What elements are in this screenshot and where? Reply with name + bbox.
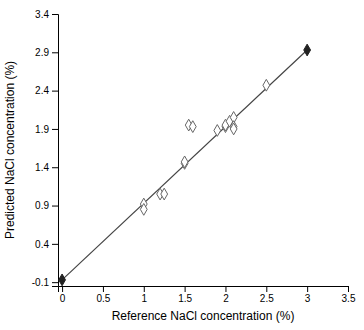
tick: 3 bbox=[305, 286, 311, 304]
tick-mark bbox=[52, 91, 58, 92]
y-axis-title: Predicted NaCl concentration (%) bbox=[3, 61, 17, 239]
y-axis: -0.1 0.4 0.9 1.4 1.9 2.4 2.9 3.4 bbox=[32, 9, 59, 288]
tick: 1.9 bbox=[35, 124, 58, 135]
chart-container: 0 0.5 1 1.5 2 2.5 3 3.5 -0.1 0.4 0.9 1.4 1.9 2.4 2.9 3.… bbox=[0, 0, 364, 330]
x-axis-title: Reference NaCl concentration (%) bbox=[112, 309, 295, 323]
tick-mark bbox=[62, 286, 63, 292]
tick: -0.1 bbox=[32, 277, 58, 288]
point bbox=[304, 44, 311, 56]
tick: 1.4 bbox=[35, 162, 58, 173]
point bbox=[161, 188, 168, 200]
tick-label: 2.9 bbox=[35, 47, 49, 58]
tick-label: 2.4 bbox=[35, 85, 49, 96]
tick-mark bbox=[52, 52, 58, 53]
tick: 2.4 bbox=[35, 85, 58, 96]
tick: 1.5 bbox=[178, 286, 192, 304]
point bbox=[140, 203, 147, 215]
tick: 2.9 bbox=[35, 47, 58, 58]
point bbox=[189, 121, 196, 133]
tick-mark bbox=[52, 14, 58, 15]
tick: 0.5 bbox=[96, 286, 110, 304]
x-axis: 0 0.5 1 1.5 2 2.5 3 3.5 bbox=[59, 286, 356, 304]
tick: 2 bbox=[223, 286, 229, 304]
tick-mark bbox=[52, 129, 58, 130]
regression-line bbox=[62, 50, 307, 280]
tick-mark bbox=[348, 286, 349, 292]
tick-label: 3.5 bbox=[342, 293, 356, 304]
tick: 0.9 bbox=[35, 200, 58, 211]
tick-mark bbox=[52, 282, 58, 283]
tick-label: 0.4 bbox=[35, 239, 49, 250]
tick-label: -0.1 bbox=[32, 277, 50, 288]
tick-label: 1.5 bbox=[178, 293, 192, 304]
open-points bbox=[140, 79, 269, 215]
tick-mark bbox=[103, 286, 104, 292]
tick-label: 2.5 bbox=[260, 293, 274, 304]
tick-mark bbox=[52, 206, 58, 207]
tick-label: 3.4 bbox=[35, 9, 49, 20]
tick-mark bbox=[185, 286, 186, 292]
tick-label: 1.4 bbox=[35, 162, 49, 173]
tick: 1 bbox=[141, 286, 147, 304]
tick: 2.5 bbox=[260, 286, 274, 304]
axis-line bbox=[59, 287, 349, 293]
point bbox=[230, 123, 237, 135]
tick: 0.4 bbox=[35, 239, 58, 250]
tick-mark bbox=[144, 286, 145, 292]
tick-mark bbox=[266, 286, 267, 292]
plot-area: 0 0.5 1 1.5 2 2.5 3 3.5 -0.1 0.4 0.9 1.4 1.9 2.4 2.9 3.… bbox=[32, 9, 356, 304]
tick: 0 bbox=[60, 286, 66, 304]
tick-label: 1 bbox=[141, 293, 147, 304]
tick: 3.5 bbox=[342, 286, 356, 304]
axis-line bbox=[52, 15, 59, 287]
point bbox=[59, 274, 66, 286]
point bbox=[214, 125, 221, 137]
tick-label: 0.5 bbox=[96, 293, 110, 304]
tick-mark bbox=[52, 244, 58, 245]
tick-label: 0.9 bbox=[35, 200, 49, 211]
tick-mark bbox=[52, 167, 58, 168]
tick-label: 1.9 bbox=[35, 124, 49, 135]
tick-label: 3 bbox=[305, 293, 311, 304]
tick-mark bbox=[225, 286, 226, 292]
tick: 3.4 bbox=[35, 9, 58, 20]
marks bbox=[59, 44, 311, 286]
chart-svg: 0 0.5 1 1.5 2 2.5 3 3.5 -0.1 0.4 0.9 1.4 1.9 2.4 2.9 3.… bbox=[0, 0, 364, 330]
tick-label: 0 bbox=[60, 293, 66, 304]
point bbox=[181, 156, 188, 168]
filled-points bbox=[59, 44, 311, 286]
tick-label: 2 bbox=[223, 293, 229, 304]
tick-mark bbox=[307, 286, 308, 292]
point bbox=[263, 79, 270, 91]
